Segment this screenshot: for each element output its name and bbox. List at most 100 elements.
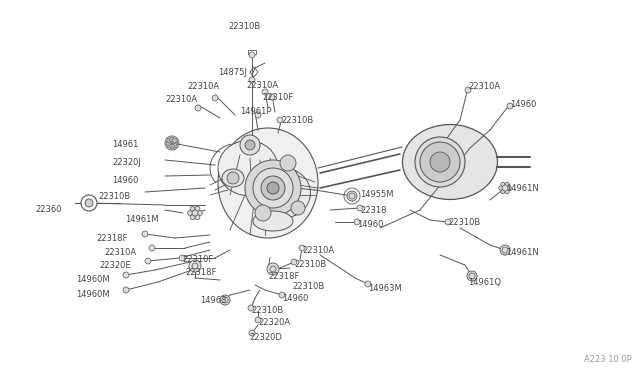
- Circle shape: [192, 263, 198, 269]
- Circle shape: [190, 206, 195, 211]
- Circle shape: [500, 245, 510, 255]
- Ellipse shape: [218, 128, 318, 238]
- Circle shape: [191, 209, 199, 217]
- Circle shape: [255, 317, 261, 323]
- Text: 14960: 14960: [357, 220, 383, 229]
- Circle shape: [86, 200, 92, 206]
- Text: 14875J: 14875J: [218, 68, 247, 77]
- Circle shape: [83, 197, 95, 209]
- Circle shape: [299, 245, 305, 251]
- Text: 22320A: 22320A: [258, 318, 290, 327]
- Circle shape: [505, 182, 509, 186]
- Circle shape: [195, 215, 200, 220]
- Text: 14963M: 14963M: [368, 284, 402, 293]
- Text: 22320J: 22320J: [112, 158, 141, 167]
- Circle shape: [467, 271, 477, 281]
- Circle shape: [222, 297, 228, 303]
- Text: 22310A: 22310A: [468, 82, 500, 91]
- Circle shape: [195, 206, 200, 211]
- Circle shape: [430, 152, 450, 172]
- Circle shape: [253, 168, 293, 208]
- Circle shape: [188, 211, 193, 215]
- Text: 22320E: 22320E: [99, 261, 131, 270]
- Circle shape: [507, 103, 513, 109]
- Circle shape: [190, 215, 195, 220]
- Text: 14960M: 14960M: [76, 290, 109, 299]
- Circle shape: [347, 191, 357, 201]
- Text: 22310F: 22310F: [182, 255, 213, 264]
- Circle shape: [192, 210, 198, 216]
- Circle shape: [245, 160, 301, 216]
- Text: 14963: 14963: [200, 296, 227, 305]
- Circle shape: [365, 281, 371, 287]
- Circle shape: [195, 105, 201, 111]
- Circle shape: [149, 245, 155, 251]
- Circle shape: [172, 138, 177, 143]
- Circle shape: [240, 135, 260, 155]
- Circle shape: [220, 295, 230, 305]
- Text: 22310A: 22310A: [246, 81, 278, 90]
- Text: 14961Q: 14961Q: [468, 278, 501, 287]
- Text: 14960M: 14960M: [76, 275, 109, 284]
- Ellipse shape: [403, 125, 497, 199]
- Circle shape: [170, 144, 175, 149]
- Circle shape: [249, 52, 255, 58]
- Circle shape: [280, 155, 296, 171]
- Circle shape: [349, 193, 355, 199]
- Circle shape: [277, 117, 283, 123]
- Circle shape: [269, 94, 275, 100]
- Text: 22310B: 22310B: [98, 192, 131, 201]
- Circle shape: [354, 219, 360, 225]
- Ellipse shape: [415, 137, 465, 187]
- Circle shape: [465, 87, 471, 93]
- Circle shape: [249, 77, 255, 83]
- Circle shape: [167, 138, 177, 148]
- Text: 14961M: 14961M: [125, 215, 159, 224]
- Circle shape: [123, 287, 129, 293]
- Circle shape: [173, 141, 178, 145]
- Circle shape: [262, 89, 268, 95]
- Circle shape: [123, 272, 129, 278]
- Text: 22310B: 22310B: [294, 260, 326, 269]
- Circle shape: [502, 247, 508, 253]
- Text: 22310B: 22310B: [251, 306, 284, 315]
- Circle shape: [445, 219, 451, 225]
- Circle shape: [179, 255, 185, 261]
- Circle shape: [172, 143, 177, 148]
- Circle shape: [255, 205, 271, 221]
- Ellipse shape: [253, 211, 293, 231]
- Circle shape: [499, 186, 503, 190]
- Text: A223 10 0P: A223 10 0P: [584, 355, 632, 364]
- Circle shape: [500, 190, 505, 194]
- Circle shape: [279, 292, 285, 298]
- Circle shape: [420, 142, 460, 182]
- Text: 22310B: 22310B: [448, 218, 480, 227]
- Circle shape: [502, 185, 508, 191]
- Circle shape: [85, 199, 93, 207]
- Circle shape: [249, 330, 255, 336]
- Circle shape: [81, 195, 97, 211]
- Text: 22310B: 22310B: [292, 282, 324, 291]
- Text: 22310B: 22310B: [228, 22, 260, 31]
- Text: 14955M: 14955M: [360, 190, 394, 199]
- Text: 22310F: 22310F: [262, 93, 293, 102]
- Ellipse shape: [255, 168, 310, 218]
- Circle shape: [142, 231, 148, 237]
- Text: 22310A: 22310A: [165, 95, 197, 104]
- Circle shape: [248, 305, 254, 311]
- Circle shape: [166, 141, 171, 145]
- Circle shape: [270, 266, 276, 272]
- Circle shape: [357, 205, 363, 211]
- Circle shape: [145, 258, 151, 264]
- Text: 14961: 14961: [112, 140, 138, 149]
- Text: 22318F: 22318F: [268, 272, 300, 281]
- Circle shape: [170, 137, 175, 142]
- Text: 22320D: 22320D: [249, 333, 282, 342]
- Circle shape: [507, 186, 511, 190]
- Text: 14961N: 14961N: [506, 248, 539, 257]
- Circle shape: [227, 172, 239, 184]
- Text: 22360: 22360: [35, 205, 61, 214]
- Circle shape: [261, 176, 285, 200]
- Circle shape: [505, 190, 509, 194]
- Circle shape: [291, 201, 305, 215]
